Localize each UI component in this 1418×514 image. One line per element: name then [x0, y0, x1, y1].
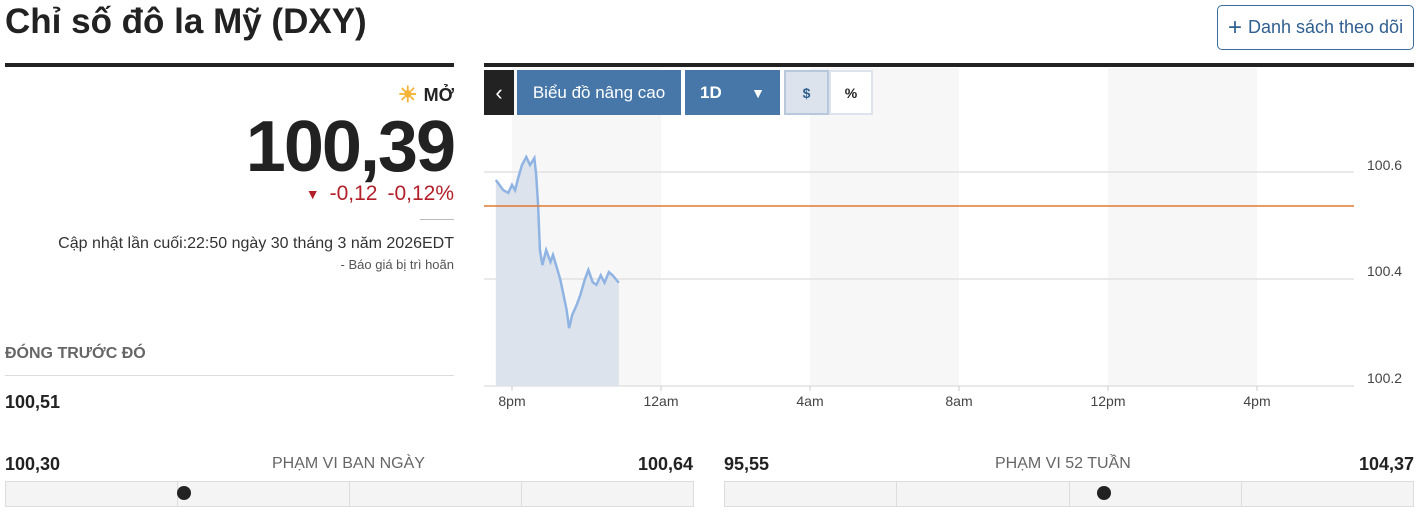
- day-range-label: PHẠM VI BAN NGÀY: [272, 455, 425, 472]
- advanced-chart-button[interactable]: Biểu đồ nâng cao: [517, 70, 681, 115]
- change-percent: -0,12%: [387, 182, 454, 205]
- week52-low: 95,55: [724, 454, 770, 474]
- change-value: -0,12: [329, 182, 378, 205]
- y-tick-label: 100.2: [1367, 370, 1402, 386]
- market-status: ☀ MỞ: [398, 82, 454, 108]
- x-tick-label: 8am: [945, 393, 972, 409]
- down-arrow-icon: ▼: [305, 186, 320, 202]
- day-range-bar: [5, 481, 694, 507]
- x-tick-label: 4pm: [1243, 393, 1270, 409]
- week52-range-bar: [724, 481, 1414, 507]
- divider: [5, 63, 454, 67]
- page-title: Chỉ số đô la Mỹ (DXY): [5, 2, 367, 41]
- plus-icon: +: [1227, 13, 1242, 41]
- week52-high: 104,37: [1358, 454, 1414, 474]
- y-tick-label: 100.6: [1367, 157, 1402, 173]
- y-tick-label: 100.4: [1367, 263, 1402, 279]
- session-band: [810, 68, 959, 386]
- day-high: 100,64: [637, 454, 693, 474]
- sun-icon: ☀: [397, 82, 418, 107]
- collapse-button[interactable]: ‹: [484, 70, 514, 115]
- period-dropdown[interactable]: 1D ▼: [685, 70, 780, 115]
- chevron-down-icon: ▼: [751, 84, 765, 101]
- last-updated: Cập nhật lần cuối:22:50 ngày 30 tháng 3 …: [58, 235, 454, 252]
- day-range-marker: [177, 486, 192, 500]
- price-change: ▼ -0,12 -0,12%: [306, 182, 454, 206]
- last-price: 100,39: [245, 107, 456, 187]
- x-tick-label: 12pm: [1090, 393, 1125, 409]
- intraday-chart[interactable]: 8pm 12am 4am 8am 12pm 4pm 100.6 100.4 100.2: [0, 0, 1418, 420]
- dollar-toggle[interactable]: $: [784, 70, 829, 115]
- divider: [5, 375, 454, 376]
- x-tick-label: 8pm: [498, 393, 525, 409]
- session-band: [1108, 68, 1257, 386]
- period-value: 1D: [700, 82, 722, 102]
- add-to-watchlist-button[interactable]: + Danh sách theo dõi: [1217, 5, 1414, 50]
- percent-toggle[interactable]: %: [829, 70, 873, 115]
- divider: [420, 219, 454, 220]
- prev-close-label: ĐÓNG TRƯỚC ĐÓ: [5, 345, 146, 362]
- price-line: [494, 154, 620, 329]
- delayed-notice: - Báo giá bị trì hoãn: [340, 257, 454, 272]
- prev-close-value: 100,51: [5, 392, 61, 412]
- day-low: 100,30: [5, 454, 61, 474]
- week52-range-marker: [1096, 486, 1111, 500]
- divider: [484, 63, 1414, 67]
- watchlist-label: Danh sách theo dõi: [1247, 17, 1404, 37]
- week52-range-label: PHẠM VI 52 TUẦN: [995, 455, 1131, 472]
- x-tick-label: 4am: [796, 393, 823, 409]
- status-text: MỞ: [423, 84, 454, 105]
- x-tick-label: 12am: [643, 393, 678, 409]
